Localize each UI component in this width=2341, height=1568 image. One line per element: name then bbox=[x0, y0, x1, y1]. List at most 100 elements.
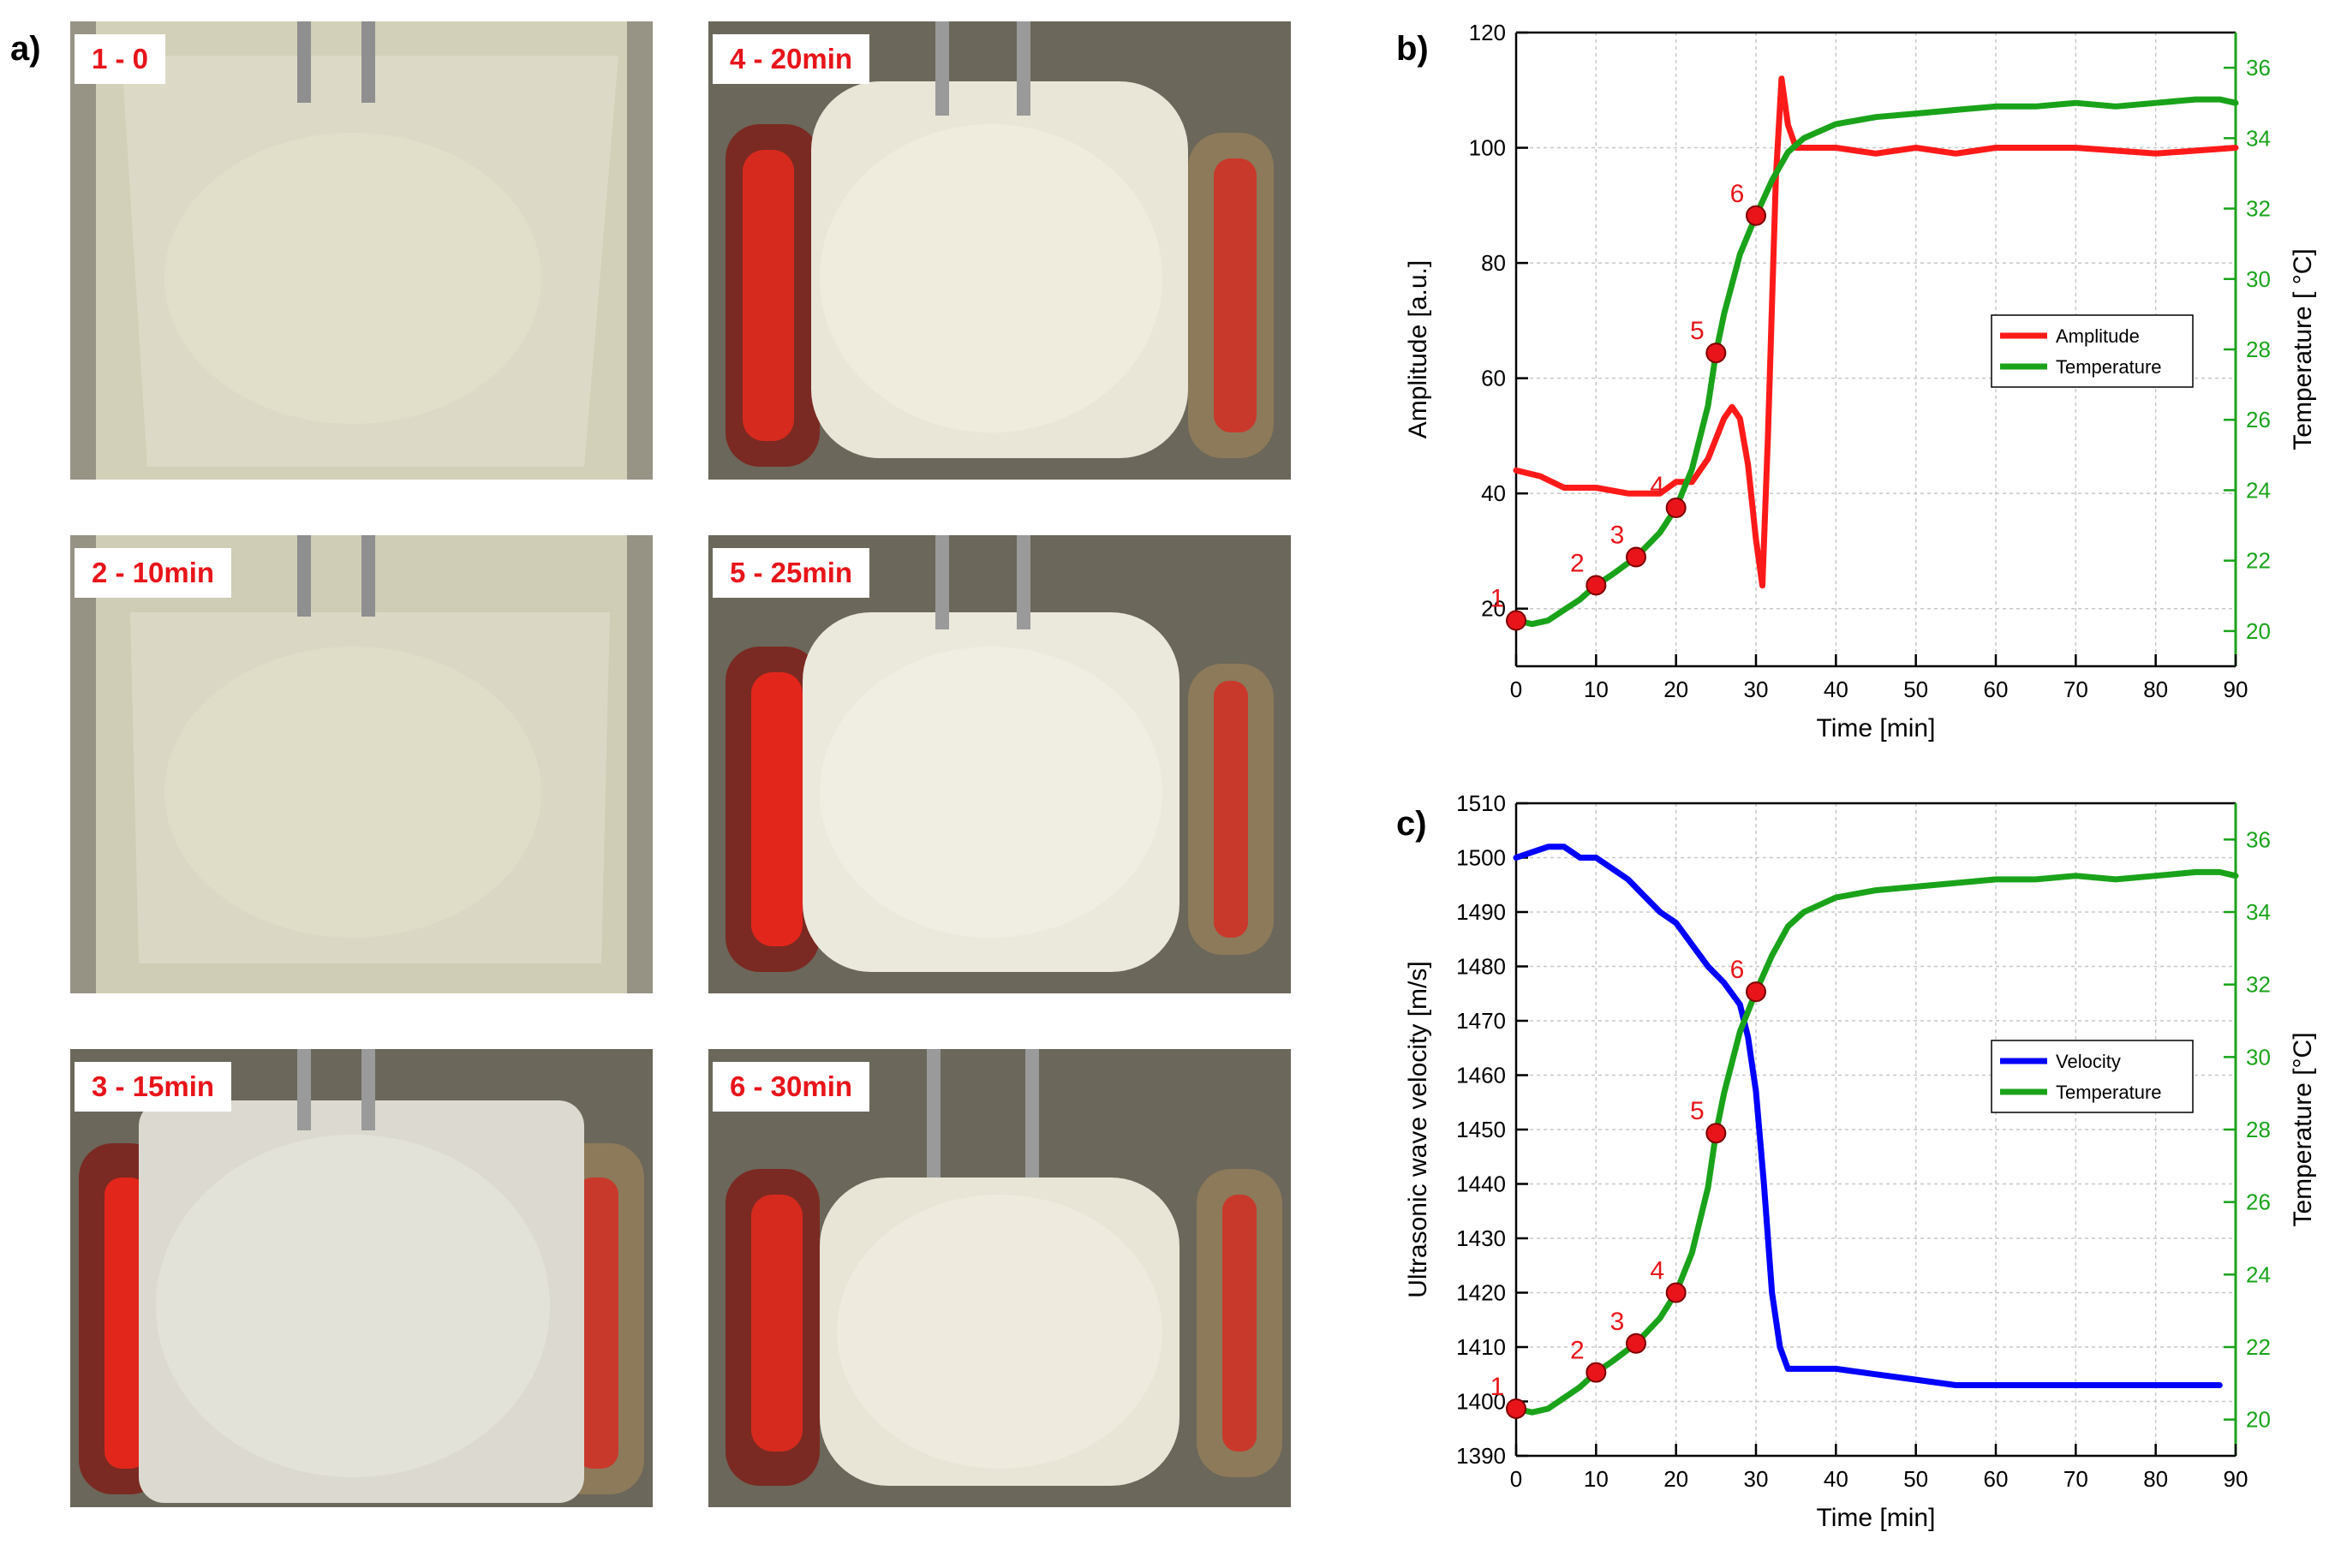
x-tick-label: 30 bbox=[1744, 677, 1769, 702]
x-tick-label: 50 bbox=[1903, 1466, 1928, 1492]
y-axis-title: Ultrasonic wave velocity [m/s] bbox=[1404, 961, 1432, 1297]
photo-tile: 3 - 15min bbox=[70, 1049, 653, 1507]
y-tick-label: 1430 bbox=[1456, 1225, 1506, 1251]
y-tick-label: 1450 bbox=[1456, 1117, 1506, 1142]
legend-box bbox=[1991, 1040, 2194, 1113]
y-tick-label: 1410 bbox=[1456, 1334, 1506, 1360]
data-point-marker bbox=[1586, 575, 1607, 596]
x-tick-label: 90 bbox=[2224, 1466, 2248, 1492]
y2-tick-label: 32 bbox=[2246, 196, 2271, 222]
y2-tick-label: 36 bbox=[2246, 826, 2271, 852]
y2-tick-label: 22 bbox=[2246, 548, 2271, 574]
data-point-label: 4 bbox=[1650, 1257, 1664, 1285]
y2-tick-label: 30 bbox=[2246, 1044, 2271, 1070]
photo-thawing-block bbox=[708, 535, 1291, 993]
data-point-label: 3 bbox=[1610, 522, 1625, 550]
x-axis-title: Time [min] bbox=[1817, 714, 1936, 742]
y2-tick-label: 20 bbox=[2246, 1407, 2271, 1433]
series-line-velocity bbox=[1513, 844, 2223, 1388]
y-tick-label: 1480 bbox=[1456, 954, 1506, 980]
y2-tick-label: 22 bbox=[2246, 1334, 2271, 1360]
y-tick-label: 60 bbox=[1481, 366, 1506, 391]
y2-tick-label: 28 bbox=[2246, 337, 2271, 362]
data-point-label: 2 bbox=[1570, 1337, 1585, 1365]
y2-tick-label: 34 bbox=[2246, 899, 2271, 925]
data-point-label: 5 bbox=[1690, 317, 1705, 345]
y-tick-label: 1510 bbox=[1456, 790, 1506, 816]
y-tick-label: 1500 bbox=[1456, 845, 1506, 871]
x-tick-label: 30 bbox=[1744, 1466, 1769, 1492]
photo-tile: 4 - 20min bbox=[708, 21, 1291, 480]
data-point-label: 6 bbox=[1730, 956, 1745, 984]
x-tick-label: 40 bbox=[1824, 677, 1848, 702]
legend-label: Temperature bbox=[2056, 1082, 2162, 1103]
y-tick-label: 1400 bbox=[1456, 1389, 1506, 1415]
y2-tick-label: 26 bbox=[2246, 407, 2271, 432]
y-axis-title: Amplitude [a.u.] bbox=[1404, 260, 1432, 438]
data-point-marker bbox=[1665, 1282, 1687, 1303]
photo-label: 2 - 10min bbox=[75, 548, 232, 598]
photo-tile: 6 - 30min bbox=[708, 1049, 1291, 1507]
photo-label: 3 - 15min bbox=[75, 1062, 232, 1112]
x-tick-label: 20 bbox=[1663, 677, 1688, 702]
data-point-marker bbox=[1626, 546, 1646, 568]
data-point-marker bbox=[1705, 1123, 1727, 1144]
x-tick-label: 60 bbox=[1984, 1466, 2009, 1492]
y-tick-label: 1390 bbox=[1456, 1443, 1506, 1469]
y-tick-label: 80 bbox=[1481, 250, 1506, 276]
data-point-marker bbox=[1665, 498, 1687, 518]
data-point-label: 6 bbox=[1730, 180, 1745, 208]
legend-box bbox=[1991, 314, 2194, 388]
data-point-label: 1 bbox=[1490, 1373, 1505, 1401]
legend-label: Temperature bbox=[2056, 356, 2162, 378]
photo-label: 1 - 0 bbox=[75, 34, 166, 84]
data-point-marker bbox=[1746, 205, 1766, 226]
data-point-marker bbox=[1506, 610, 1526, 631]
y2-tick-label: 34 bbox=[2246, 125, 2271, 151]
photo-label: 6 - 30min bbox=[713, 1062, 870, 1112]
photo-frozen-block bbox=[70, 535, 653, 993]
x-tick-label: 40 bbox=[1824, 1466, 1848, 1492]
data-point-marker bbox=[1506, 1398, 1526, 1419]
x-tick-label: 0 bbox=[1510, 1466, 1522, 1492]
photo-label: 4 - 20min bbox=[713, 34, 870, 84]
x-tick-label: 80 bbox=[2143, 677, 2168, 702]
data-point-label: 4 bbox=[1650, 472, 1664, 500]
photo-tile: 2 - 10min bbox=[70, 535, 653, 993]
panel-letter-b: b) bbox=[1396, 30, 1429, 68]
photo-frozen-block bbox=[70, 1049, 653, 1507]
x-tick-label: 80 bbox=[2143, 1466, 2168, 1492]
data-point-marker bbox=[1626, 1333, 1646, 1354]
data-point-label: 5 bbox=[1690, 1097, 1705, 1125]
panel-letter-a: a) bbox=[10, 30, 41, 68]
x-tick-label: 70 bbox=[2063, 677, 2088, 702]
photo-tile: 5 - 25min bbox=[708, 535, 1291, 993]
data-point-label: 3 bbox=[1610, 1308, 1625, 1336]
legend-label: Velocity bbox=[2056, 1051, 2121, 1072]
panel-letter-c: c) bbox=[1396, 805, 1427, 843]
y-tick-label: 1420 bbox=[1456, 1280, 1506, 1306]
x-tick-label: 50 bbox=[1903, 677, 1928, 702]
y-tick-label: 20 bbox=[1481, 596, 1506, 622]
y2-tick-label: 36 bbox=[2246, 55, 2271, 80]
photo-tile: 1 - 0 bbox=[70, 21, 653, 480]
photo-label: 5 - 25min bbox=[713, 548, 870, 598]
data-point-label: 1 bbox=[1490, 585, 1505, 613]
y-tick-label: 40 bbox=[1481, 480, 1506, 506]
x-tick-label: 0 bbox=[1510, 677, 1522, 702]
data-point-marker bbox=[1705, 343, 1727, 364]
data-point-marker bbox=[1746, 981, 1766, 1003]
y2-axis-title: Temperature [°C] bbox=[2289, 1032, 2317, 1226]
y2-tick-label: 30 bbox=[2246, 266, 2271, 292]
photo-frozen-block bbox=[70, 21, 653, 480]
y2-tick-label: 20 bbox=[2246, 618, 2271, 644]
y-tick-label: 1470 bbox=[1456, 1008, 1506, 1034]
x-tick-label: 90 bbox=[2224, 677, 2248, 702]
y-tick-label: 120 bbox=[1469, 20, 1506, 45]
y2-tick-label: 32 bbox=[2246, 972, 2271, 998]
y-tick-label: 1440 bbox=[1456, 1172, 1506, 1197]
y-tick-label: 1490 bbox=[1456, 899, 1506, 925]
photo-thawing-block bbox=[708, 1049, 1291, 1507]
y2-axis-title: Temperature [ °C] bbox=[2289, 248, 2317, 450]
